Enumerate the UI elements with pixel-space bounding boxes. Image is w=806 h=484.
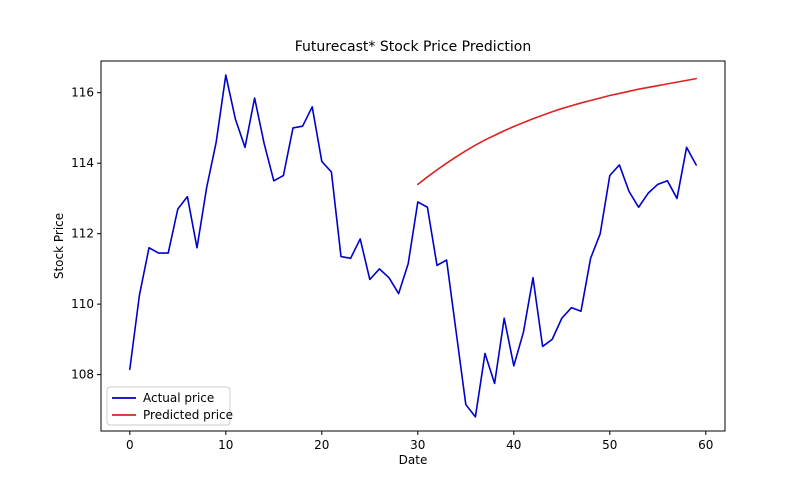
legend-label-predicted-price: Predicted price bbox=[143, 408, 233, 422]
y-tick-label: 108 bbox=[71, 368, 94, 382]
x-tick-label: 30 bbox=[410, 438, 425, 452]
series-line-predicted-price bbox=[416, 77, 698, 186]
x-tick-label: 0 bbox=[126, 438, 134, 452]
legend-label-actual-price: Actual price bbox=[143, 391, 214, 405]
y-tick-label: 116 bbox=[71, 86, 94, 100]
x-axis-title: Date bbox=[399, 453, 428, 467]
x-tick-label: 50 bbox=[602, 438, 617, 452]
chart-title: Futurecast* Stock Price Prediction bbox=[295, 39, 531, 55]
series-line-actual-price bbox=[129, 74, 698, 418]
y-tick-label: 110 bbox=[71, 297, 94, 311]
y-axis-ticks: 108 110 112 114 116 bbox=[71, 86, 101, 382]
y-axis-title: Stock Price bbox=[52, 213, 66, 279]
series-layer bbox=[129, 74, 698, 418]
x-axis-ticks: 0 10 20 30 40 50 60 bbox=[126, 431, 713, 452]
legend-box bbox=[106, 386, 231, 426]
plot-area-frame bbox=[100, 60, 726, 432]
x-tick-label: 20 bbox=[314, 438, 329, 452]
x-tick-label: 10 bbox=[218, 438, 233, 452]
y-tick-label: 114 bbox=[71, 156, 94, 170]
x-tick-label: 60 bbox=[698, 438, 713, 452]
legend: Actual price Predicted price bbox=[106, 386, 233, 426]
x-tick-label: 40 bbox=[506, 438, 521, 452]
y-tick-label: 112 bbox=[71, 227, 94, 241]
